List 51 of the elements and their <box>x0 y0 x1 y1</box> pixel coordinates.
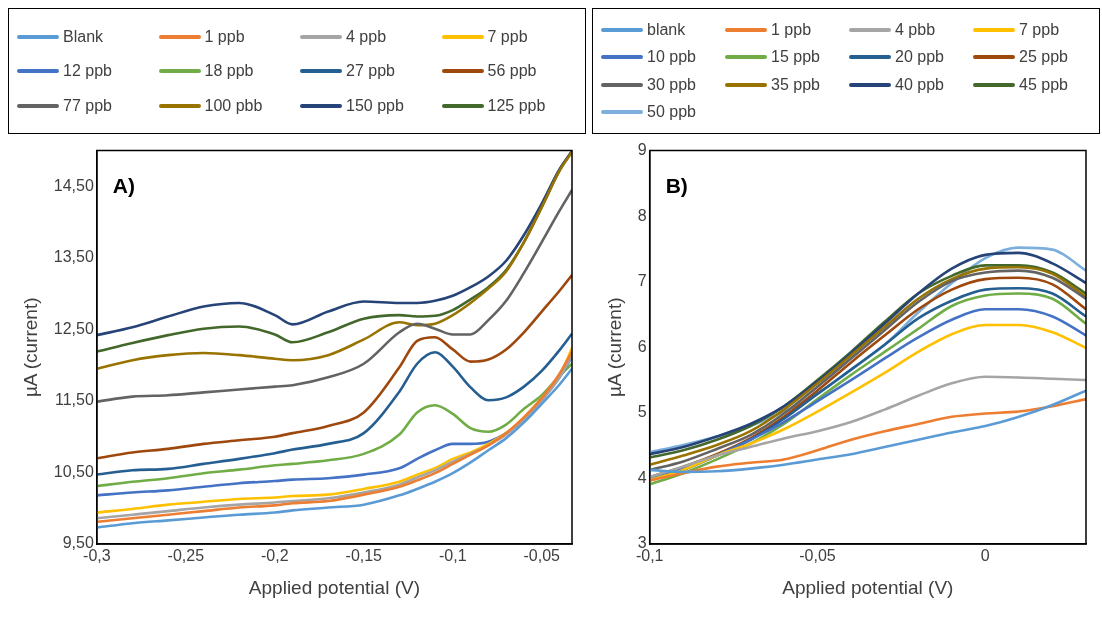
x-tick-label: -0,25 <box>167 547 205 565</box>
y-tick-label: 11,50 <box>54 391 94 409</box>
annotation: B) <box>665 173 688 197</box>
x-tick-label: -0,1 <box>635 547 664 565</box>
legend-label: 45 ppb <box>1019 75 1068 94</box>
y-tick-label: 13,50 <box>53 248 94 266</box>
x-tick-label: -0,3 <box>83 547 111 565</box>
x-tick-label: -0,05 <box>799 547 836 565</box>
y-tick-label: 8 <box>637 206 647 224</box>
x-tick-label: -0,15 <box>345 547 383 565</box>
legend-label: 125 ppb <box>487 96 546 115</box>
legend-label: 20 ppb <box>895 48 944 67</box>
legend-label: blank <box>647 20 686 39</box>
y-tick-label: 6 <box>637 337 647 355</box>
y-tick-label: 4 <box>637 468 647 486</box>
y-tick-label: 5 <box>637 403 647 421</box>
legend-label: 77 ppb <box>63 96 112 115</box>
legend-label: 27 ppb <box>346 62 395 80</box>
legend-label: 50 ppb <box>647 103 696 122</box>
y-tick-label: 9 <box>637 141 647 159</box>
y-tick-label: 10,50 <box>53 462 94 480</box>
legend-label: 4 ppb <box>346 27 387 46</box>
x-tick-label: -0,05 <box>523 547 561 565</box>
y-axis-title: µA (current) <box>19 297 41 398</box>
legend-label: 100 pbb <box>204 96 263 115</box>
legend-label: 56 ppb <box>487 62 537 80</box>
legend-label: 35 ppb <box>771 75 820 94</box>
y-axis-title: µA (current) <box>603 297 625 398</box>
legend-label: 40 ppb <box>895 75 944 94</box>
legend-label: 25 ppb <box>1019 48 1068 67</box>
legend-label: Blank <box>63 27 104 46</box>
y-tick-label: 14,50 <box>53 176 94 194</box>
legend-label: 18 ppb <box>204 62 254 80</box>
legend-label: 10 ppb <box>647 48 696 67</box>
legend-label: 150 ppb <box>346 96 404 115</box>
legend-label: 12 ppb <box>63 62 112 80</box>
x-tick-label: -0,2 <box>261 547 289 565</box>
legend-label: 1 ppb <box>204 27 245 46</box>
y-tick-label: 12,50 <box>53 319 94 337</box>
legend-label: 30 ppb <box>647 75 696 94</box>
legend-label: 4 pbb <box>895 20 936 39</box>
legend-label: 15 ppb <box>771 48 820 67</box>
x-axis-title: Applied potential (V) <box>782 576 954 598</box>
x-tick-label: -0,1 <box>438 547 467 565</box>
x-axis-title: Applied potential (V) <box>248 576 420 598</box>
legend-label: 1 ppb <box>771 20 812 39</box>
annotation: A) <box>112 173 136 197</box>
y-tick-label: 7 <box>637 272 647 290</box>
x-tick-label: 0 <box>980 547 990 565</box>
legend-label: 7 ppb <box>487 27 528 46</box>
legend-label: 7 ppb <box>1019 20 1060 39</box>
